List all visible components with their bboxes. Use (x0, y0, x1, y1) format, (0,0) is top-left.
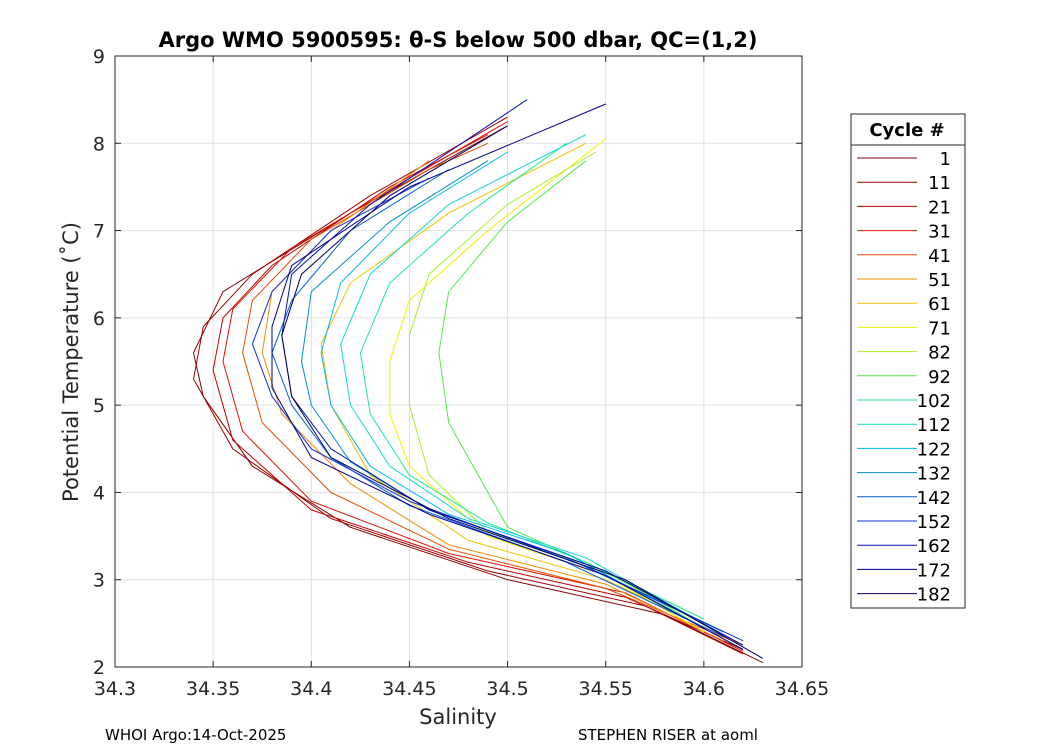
legend-entry-label: 92 (928, 367, 951, 388)
series-line-cycle-11 (192, 116, 744, 655)
x-tick-label: 34.6 (683, 678, 725, 700)
x-tick-label: 34.35 (186, 678, 240, 700)
y-tick-label: 3 (93, 570, 105, 592)
x-tick-label: 34.55 (579, 678, 633, 700)
y-tick-label: 5 (93, 395, 105, 417)
grid-lines (114, 55, 803, 668)
series-line-cycle-122 (320, 151, 705, 629)
x-tick-label: 34.45 (382, 678, 436, 700)
legend-entry-label: 71 (928, 318, 951, 339)
y-tick-label: 6 (93, 308, 105, 330)
legend-entry-label: 1 (940, 149, 951, 170)
series-line-cycle-92 (438, 160, 705, 624)
series-line-cycle-112 (340, 134, 705, 624)
legend-entry-label: 122 (917, 439, 951, 460)
chart-title: Argo WMO 5900595: θ-S below 500 dbar, QC… (159, 28, 758, 52)
series-line-cycle-152 (251, 177, 744, 642)
legend-entry-label: 41 (928, 246, 951, 267)
legend-title: Cycle # (869, 120, 944, 141)
legend-entry-label: 152 (917, 512, 951, 533)
legend-entry-label: 102 (917, 391, 951, 412)
legend-entry-label: 172 (917, 560, 951, 581)
legend-entry-label: 112 (917, 415, 951, 436)
legend-entry-label: 61 (928, 294, 951, 315)
y-axis-label: Potential Temperature (˚C) (59, 222, 83, 502)
series-line-cycle-31 (222, 121, 744, 652)
legend-box (850, 113, 966, 609)
y-tick-label: 7 (93, 221, 105, 243)
y-tick-label: 8 (93, 133, 105, 155)
legend-entry-label: 11 (928, 173, 951, 194)
legend-entry-label: 162 (917, 536, 951, 557)
x-tick-label: 34.65 (775, 678, 829, 700)
series-line-cycle-182 (281, 125, 763, 659)
x-tick-label: 34.5 (486, 678, 528, 700)
axis-ticks: 34.3 34.35 34.4 34.45 34.5 34.55 34.6 34.65 2 3 4 5… (93, 46, 829, 700)
series-line-cycle-1 (192, 125, 763, 664)
legend-entry-label: 82 (928, 343, 951, 364)
y-tick-label: 4 (93, 482, 105, 504)
x-axis-label: Salinity (419, 705, 497, 729)
legend-entry-label: 21 (928, 197, 951, 218)
footer-date: WHOI Argo:14-Oct-2025 (105, 726, 286, 744)
footer-author: STEPHEN RISER at aoml (578, 726, 758, 744)
series-lines (192, 99, 763, 664)
x-tick-label: 34.4 (290, 678, 332, 700)
legend-entry-label: 182 (917, 585, 951, 606)
legend: Cycle # 11121314151617182921021121221321… (850, 113, 966, 609)
plot-frame (114, 55, 803, 668)
series-line-cycle-21 (212, 134, 744, 650)
legend-entry-label: 132 (917, 464, 951, 485)
legend-entry-label: 51 (928, 270, 951, 291)
legend-entry-label: 31 (928, 222, 951, 243)
y-tick-label: 2 (93, 657, 105, 679)
legend-entry-label: 142 (917, 488, 951, 509)
y-tick-label: 9 (93, 46, 105, 68)
x-tick-label: 34.3 (94, 678, 136, 700)
plot-area (115, 56, 802, 667)
